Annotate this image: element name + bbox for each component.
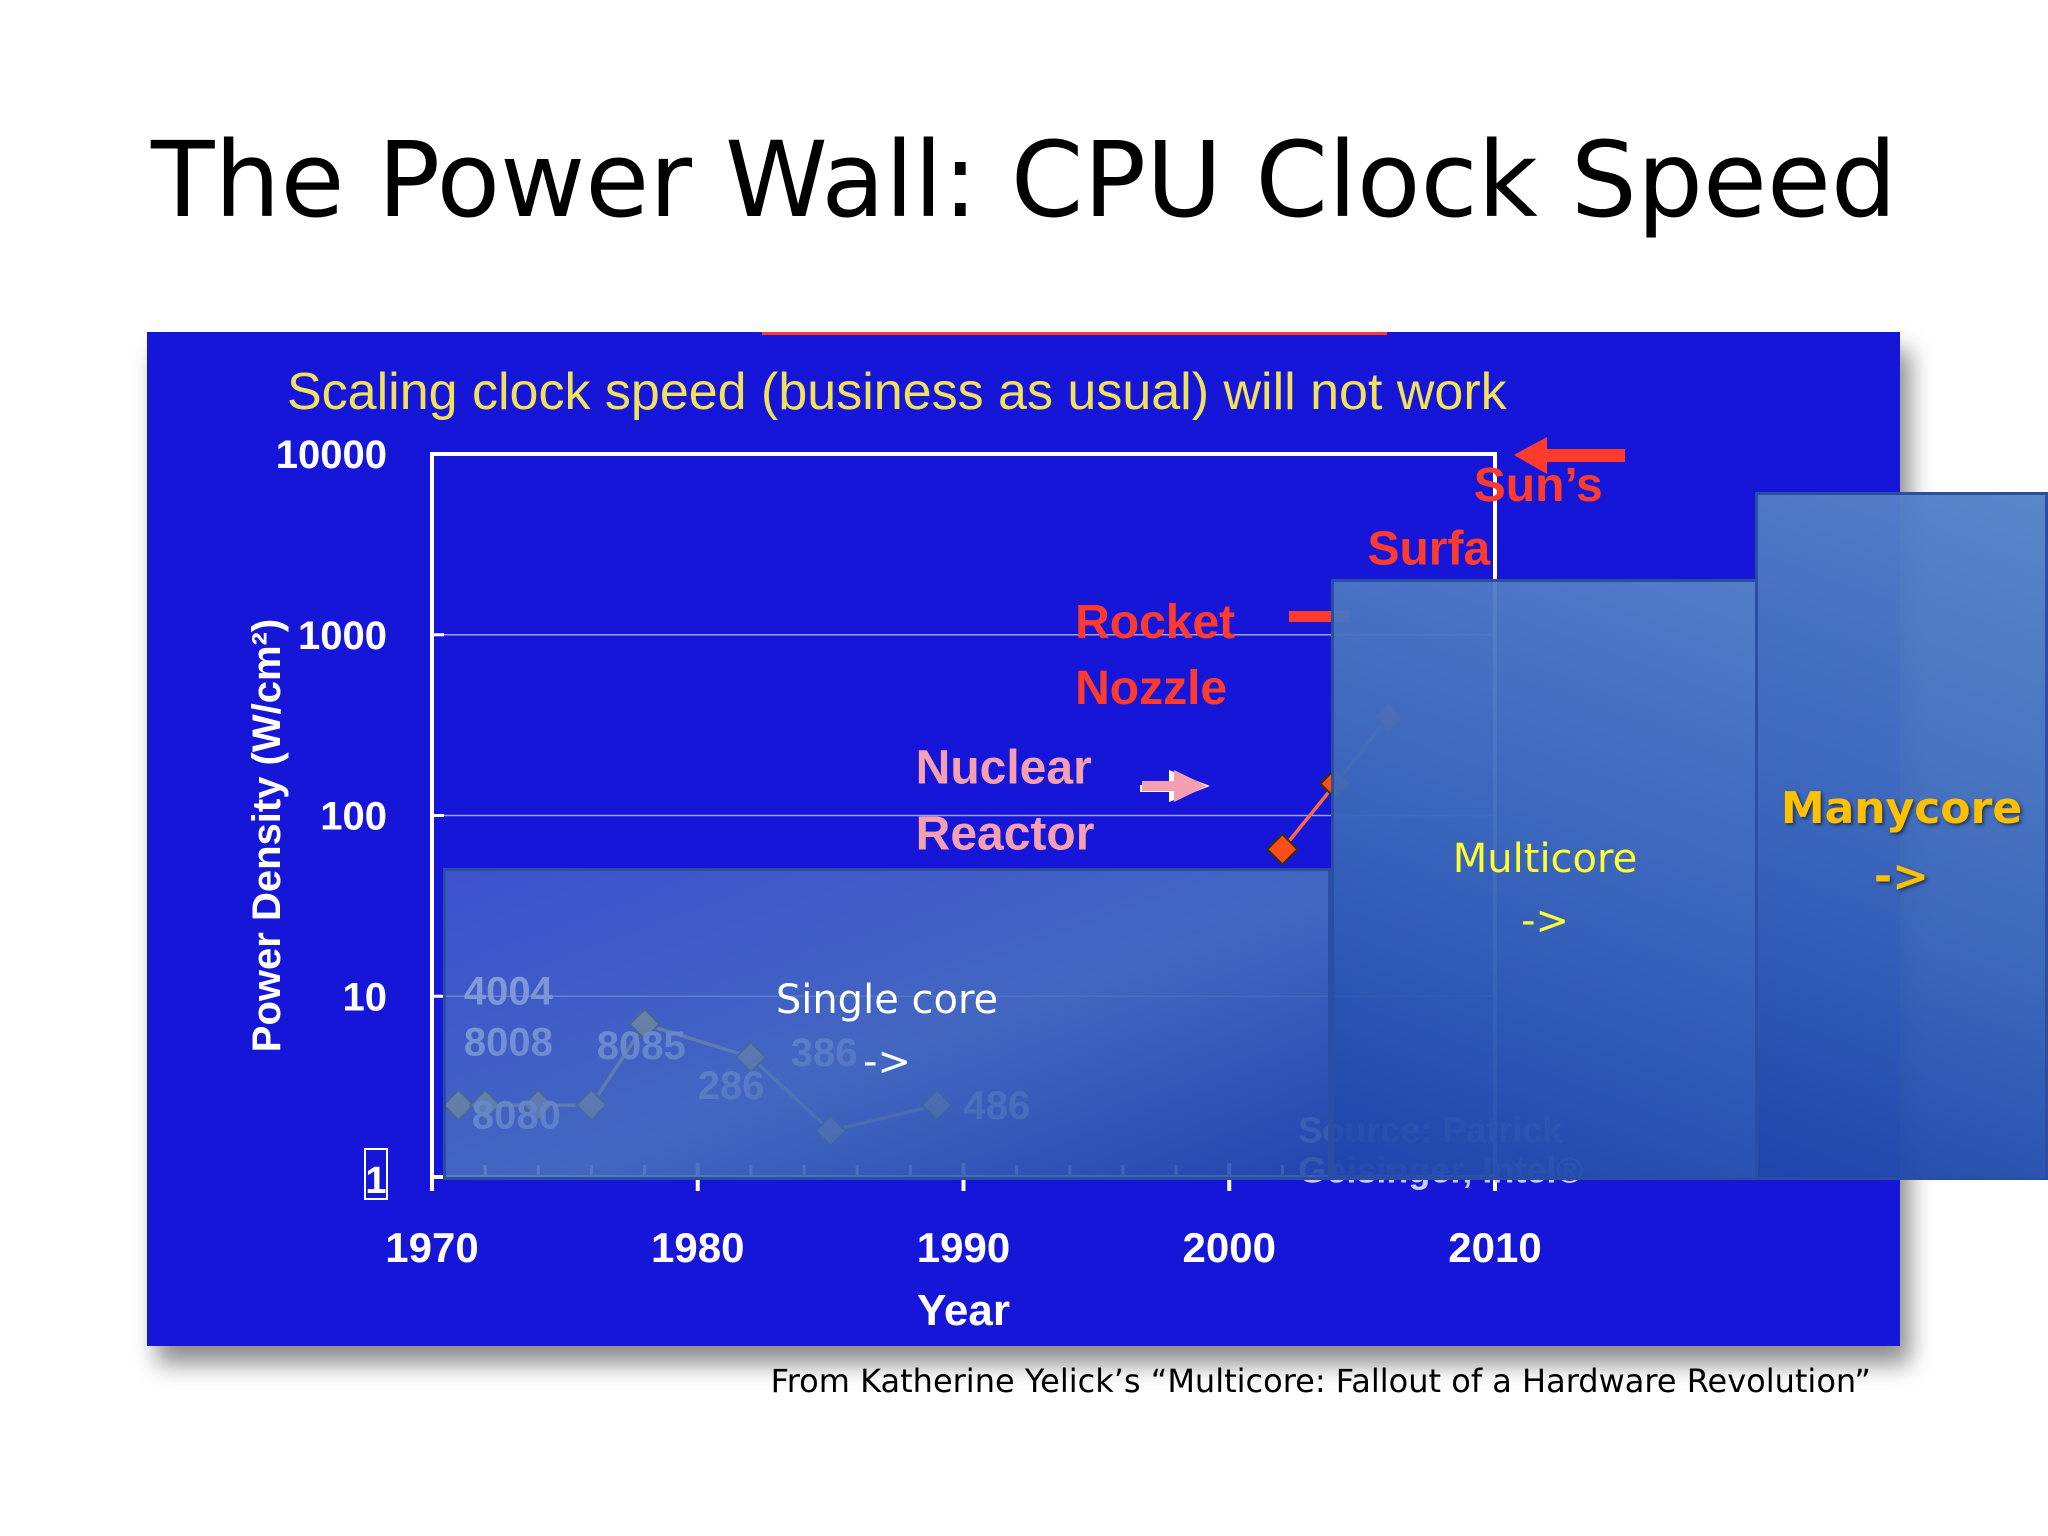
chart-annotation: Nozzle bbox=[1075, 662, 1227, 715]
multicore-label-group: Multicore -> bbox=[1453, 828, 1637, 952]
single-core-overlay[interactable]: Single core -> bbox=[443, 868, 1331, 1180]
top-red-strip bbox=[762, 332, 1387, 335]
multicore-arrow: -> bbox=[1521, 898, 1569, 944]
y-tick-label: 10 bbox=[343, 975, 388, 1019]
y-tick-label: 10000 bbox=[276, 433, 387, 477]
chart-title: Scaling clock speed (business as usual) … bbox=[287, 363, 1508, 421]
manycore-label: Manycore bbox=[1780, 783, 2023, 834]
multicore-label: Multicore bbox=[1452, 836, 1638, 882]
manycore-arrow: -> bbox=[1873, 851, 1930, 902]
y-tick-label: 1000 bbox=[298, 614, 387, 658]
manycore-label-group: Manycore -> bbox=[1781, 775, 2022, 911]
source-citation: From Katherine Yelick’s “Multicore: Fall… bbox=[770, 1362, 1871, 1400]
chart-annotation: Sun’s bbox=[1474, 459, 1603, 512]
x-axis-label: Year bbox=[917, 1286, 1010, 1335]
chart-annotation: Reactor bbox=[916, 807, 1095, 860]
single-core-label-group: Single core -> bbox=[776, 969, 998, 1093]
slide-title: The Power Wall: CPU Clock Speed bbox=[151, 119, 1897, 241]
y-tick-label: 100 bbox=[320, 795, 387, 839]
data-point bbox=[1265, 832, 1299, 866]
x-tick-label: 2010 bbox=[1448, 1224, 1541, 1271]
x-tick-label: 1990 bbox=[917, 1224, 1010, 1271]
x-tick-label: 2000 bbox=[1183, 1224, 1276, 1271]
chart-annotation: Rocket bbox=[1075, 596, 1235, 649]
x-tick-label: 1970 bbox=[385, 1224, 478, 1271]
y-tick-label: 1 bbox=[365, 1160, 386, 1202]
manycore-overlay[interactable]: Manycore -> bbox=[1755, 492, 2048, 1180]
single-core-arrow: -> bbox=[863, 1039, 911, 1085]
chart-annotation: Nuclear bbox=[916, 742, 1092, 795]
y-axis-label: Power Density (W/cm²) bbox=[245, 619, 289, 1052]
sun-arrow bbox=[1514, 437, 1625, 474]
x-tick-label: 1980 bbox=[651, 1224, 744, 1271]
multicore-overlay[interactable]: Multicore -> bbox=[1331, 579, 1759, 1180]
y-tick-box bbox=[364, 1148, 388, 1200]
single-core-label: Single core bbox=[775, 977, 999, 1023]
rocket-arrow bbox=[1289, 611, 1349, 622]
chart-annotation: Surfa bbox=[1367, 522, 1490, 575]
nuclear-arrow bbox=[1142, 770, 1207, 802]
